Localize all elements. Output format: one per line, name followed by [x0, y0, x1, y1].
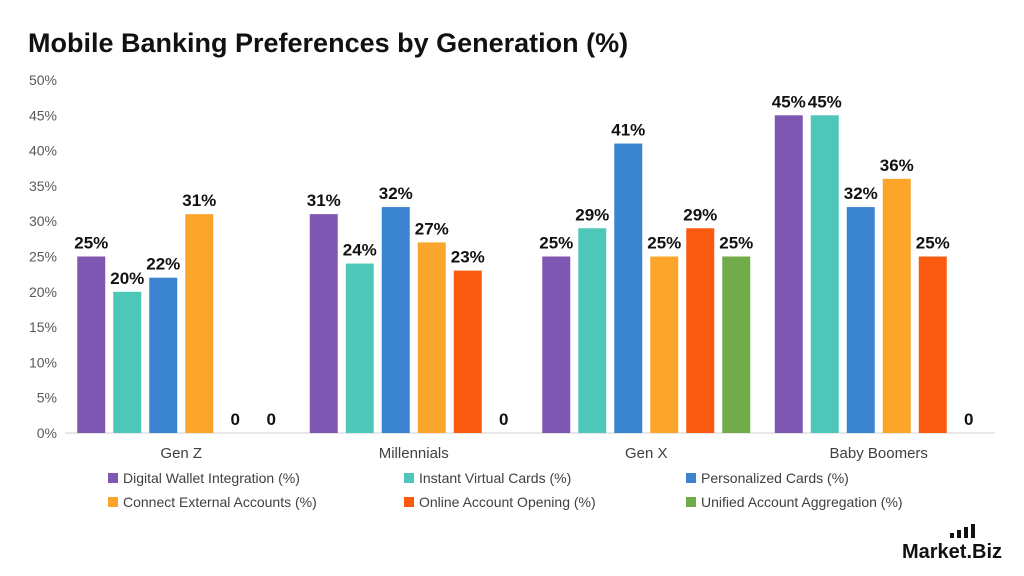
- data-label: 41%: [611, 121, 645, 140]
- y-tick-label: 30%: [29, 213, 57, 229]
- y-tick-label: 15%: [29, 319, 57, 335]
- data-label: 29%: [575, 205, 609, 224]
- data-label: 25%: [539, 234, 573, 253]
- data-label: 0: [964, 410, 973, 429]
- legend-swatch: [404, 497, 414, 507]
- legend-swatch: [108, 473, 118, 483]
- legend-item: Online Account Opening (%): [404, 494, 686, 510]
- data-label: 32%: [379, 184, 413, 203]
- y-tick-label: 35%: [29, 178, 57, 194]
- legend-item: Instant Virtual Cards (%): [404, 470, 686, 486]
- y-tick-label: 0%: [37, 425, 57, 441]
- bar: [686, 228, 715, 433]
- data-label: 32%: [844, 184, 878, 203]
- legend-label: Digital Wallet Integration (%): [123, 470, 300, 486]
- bar-chart: 0%5%10%15%20%25%30%35%40%45%50%25%20%22%…: [29, 72, 995, 462]
- legend-swatch: [686, 473, 696, 483]
- legend-label: Connect External Accounts (%): [123, 494, 317, 510]
- data-label: 20%: [110, 269, 144, 288]
- legend-item: Unified Account Aggregation (%): [686, 494, 986, 510]
- bar: [113, 291, 142, 433]
- chart-title: Mobile Banking Preferences by Generation…: [28, 28, 629, 58]
- legend-item: Digital Wallet Integration (%): [108, 470, 404, 486]
- bar: [453, 270, 482, 433]
- bar: [185, 214, 214, 433]
- x-tick-label: Baby Boomers: [830, 445, 928, 462]
- data-label: 25%: [916, 234, 950, 253]
- brand-logo-bars: [950, 524, 975, 538]
- bar: [846, 207, 875, 433]
- data-label: 0: [231, 410, 240, 429]
- legend-label: Instant Virtual Cards (%): [419, 470, 572, 486]
- bar: [149, 277, 178, 433]
- x-tick-label: Millennials: [379, 445, 449, 462]
- legend-swatch: [404, 473, 414, 483]
- bar: [381, 207, 410, 433]
- y-tick-label: 20%: [29, 284, 57, 300]
- legend-label: Unified Account Aggregation (%): [701, 494, 903, 510]
- brand-logo: Market.Biz: [901, 541, 1002, 563]
- data-label: 27%: [415, 219, 449, 238]
- bar: [882, 178, 911, 433]
- bar: [774, 115, 803, 434]
- data-label: 24%: [343, 241, 377, 260]
- data-label: 31%: [182, 191, 216, 210]
- data-label: 25%: [719, 234, 753, 253]
- bar: [345, 263, 374, 433]
- bar: [77, 256, 106, 433]
- legend-item: Connect External Accounts (%): [108, 494, 404, 510]
- y-tick-label: 45%: [29, 107, 57, 123]
- data-label: 0: [499, 410, 508, 429]
- legend-item: Personalized Cards (%): [686, 470, 986, 486]
- data-label: 36%: [880, 156, 914, 175]
- bar: [722, 256, 751, 433]
- x-tick-label: Gen X: [625, 445, 668, 462]
- bar: [614, 143, 643, 434]
- y-tick-label: 25%: [29, 249, 57, 265]
- data-label: 25%: [647, 234, 681, 253]
- legend-label: Online Account Opening (%): [419, 494, 596, 510]
- y-tick-label: 10%: [29, 354, 57, 370]
- bar: [650, 256, 679, 433]
- legend: Digital Wallet Integration (%) Instant Vi…: [108, 470, 986, 510]
- data-label: 45%: [772, 92, 806, 111]
- bar: [578, 228, 607, 433]
- bar: [918, 256, 947, 433]
- bar: [810, 115, 839, 434]
- x-tick-label: Gen Z: [160, 445, 202, 462]
- data-label: 23%: [451, 248, 485, 267]
- data-label: 0: [267, 410, 276, 429]
- bar: [542, 256, 571, 433]
- bar: [417, 242, 446, 433]
- data-label: 29%: [683, 205, 717, 224]
- data-label: 22%: [146, 255, 180, 274]
- bar: [309, 214, 338, 433]
- y-tick-label: 40%: [29, 143, 57, 159]
- data-label: 45%: [808, 92, 842, 111]
- y-tick-label: 50%: [29, 72, 57, 88]
- y-tick-label: 5%: [37, 390, 57, 406]
- data-label: 25%: [74, 234, 108, 253]
- legend-swatch: [108, 497, 118, 507]
- data-label: 31%: [307, 191, 341, 210]
- legend-swatch: [686, 497, 696, 507]
- legend-label: Personalized Cards (%): [701, 470, 849, 486]
